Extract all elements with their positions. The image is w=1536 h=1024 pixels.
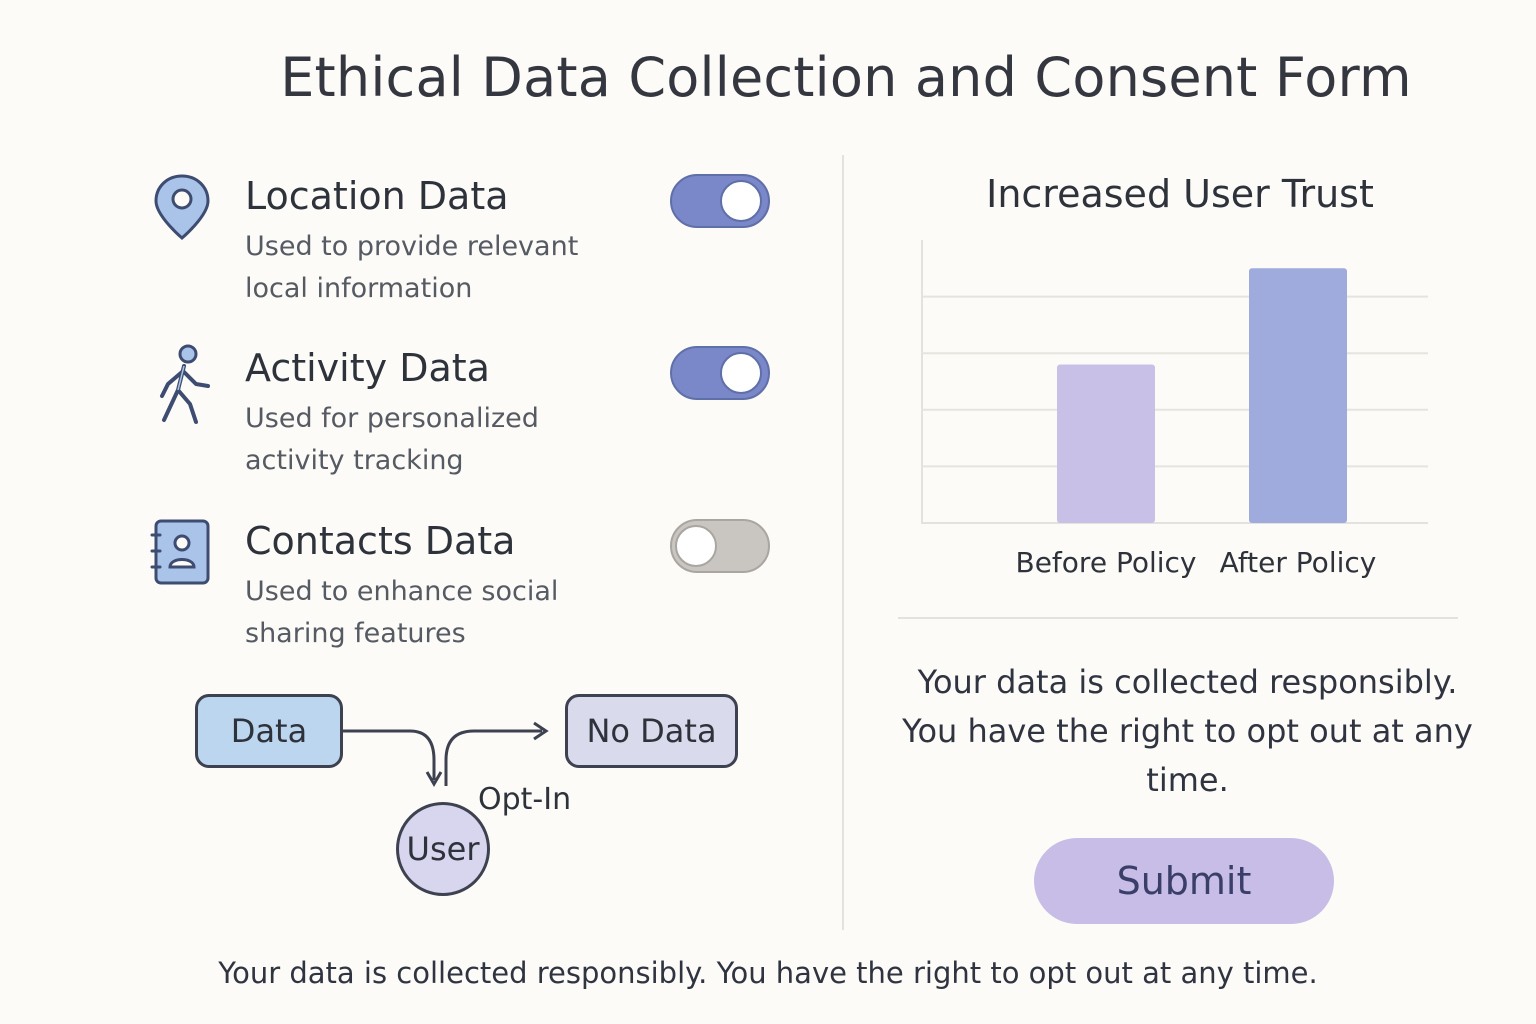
contacts-toggle[interactable]: [670, 519, 770, 573]
toggle-knob: [720, 352, 762, 394]
category-label-before: Before Policy: [1015, 546, 1197, 579]
item-description: Used to enhance social sharing features: [245, 576, 559, 649]
toggle-knob: [720, 180, 762, 222]
flow-user-node: User: [396, 802, 490, 896]
page-title: Ethical Data Collection and Consent Form: [280, 46, 1412, 109]
toggle-knob: [675, 525, 717, 567]
category-label-after: After Policy: [1219, 546, 1377, 579]
flow-arrows: [343, 721, 549, 787]
item-name: Location Data: [245, 174, 509, 218]
footer-note: Your data is collected responsibly. You …: [218, 956, 1318, 990]
location-toggle[interactable]: [670, 174, 770, 228]
consent-item-location: Location Data Used to provide relevant l…: [150, 172, 790, 322]
location-pin-icon: [150, 172, 214, 244]
consent-item-activity: Activity Data Used for personalized acti…: [150, 344, 790, 494]
chart-axis: [921, 240, 1428, 524]
trust-bar-chart: [921, 240, 1428, 524]
horizontal-divider: [898, 617, 1458, 619]
flow-opt-in-label: Opt-In: [478, 782, 572, 817]
vertical-divider: [842, 155, 844, 930]
responsibility-message: Your data is collected responsibly. You …: [902, 663, 1473, 799]
consent-item-contacts: Contacts Data Used to enhance social sha…: [150, 517, 790, 667]
item-name: Activity Data: [245, 346, 490, 390]
chart-title: Increased User Trust: [986, 172, 1374, 216]
item-description: Used to provide relevant local informati…: [245, 231, 579, 304]
activity-toggle[interactable]: [670, 346, 770, 400]
walking-person-icon: [150, 344, 214, 424]
flow-data-node: Data: [195, 694, 343, 768]
contacts-book-icon: [150, 517, 214, 589]
chart-bar-1: [1249, 268, 1347, 523]
item-name: Contacts Data: [245, 519, 516, 563]
flow-no-data-node: No Data: [565, 694, 738, 768]
chart-bar-0: [1057, 364, 1155, 523]
submit-button[interactable]: Submit: [1034, 838, 1334, 924]
item-description: Used for personalized activity tracking: [245, 403, 539, 476]
